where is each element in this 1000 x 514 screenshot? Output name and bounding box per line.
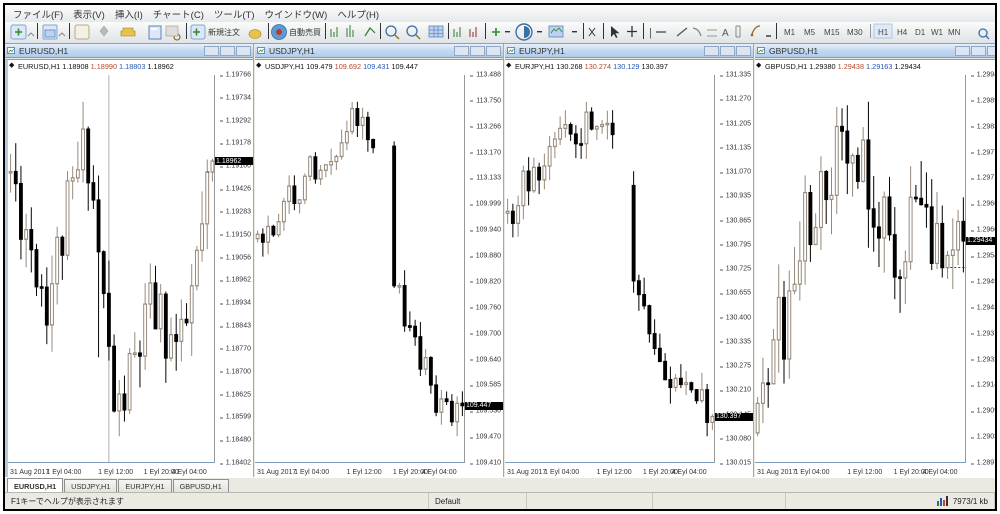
svg-text:|: | xyxy=(649,27,652,39)
svg-text:M1: M1 xyxy=(784,28,796,37)
svg-text:新規注文: 新規注文 xyxy=(208,27,240,37)
svg-text:M5: M5 xyxy=(804,28,816,37)
svg-text:H4: H4 xyxy=(897,28,908,37)
svg-text:W1: W1 xyxy=(931,28,944,37)
svg-text:M30: M30 xyxy=(847,28,863,37)
svg-text:H1: H1 xyxy=(878,28,889,37)
svg-text:M15: M15 xyxy=(824,28,840,37)
svg-text:MN: MN xyxy=(948,28,961,37)
svg-text:D1: D1 xyxy=(915,28,926,37)
svg-text:自動売買: 自動売買 xyxy=(289,27,321,37)
svg-text:A: A xyxy=(722,28,729,39)
